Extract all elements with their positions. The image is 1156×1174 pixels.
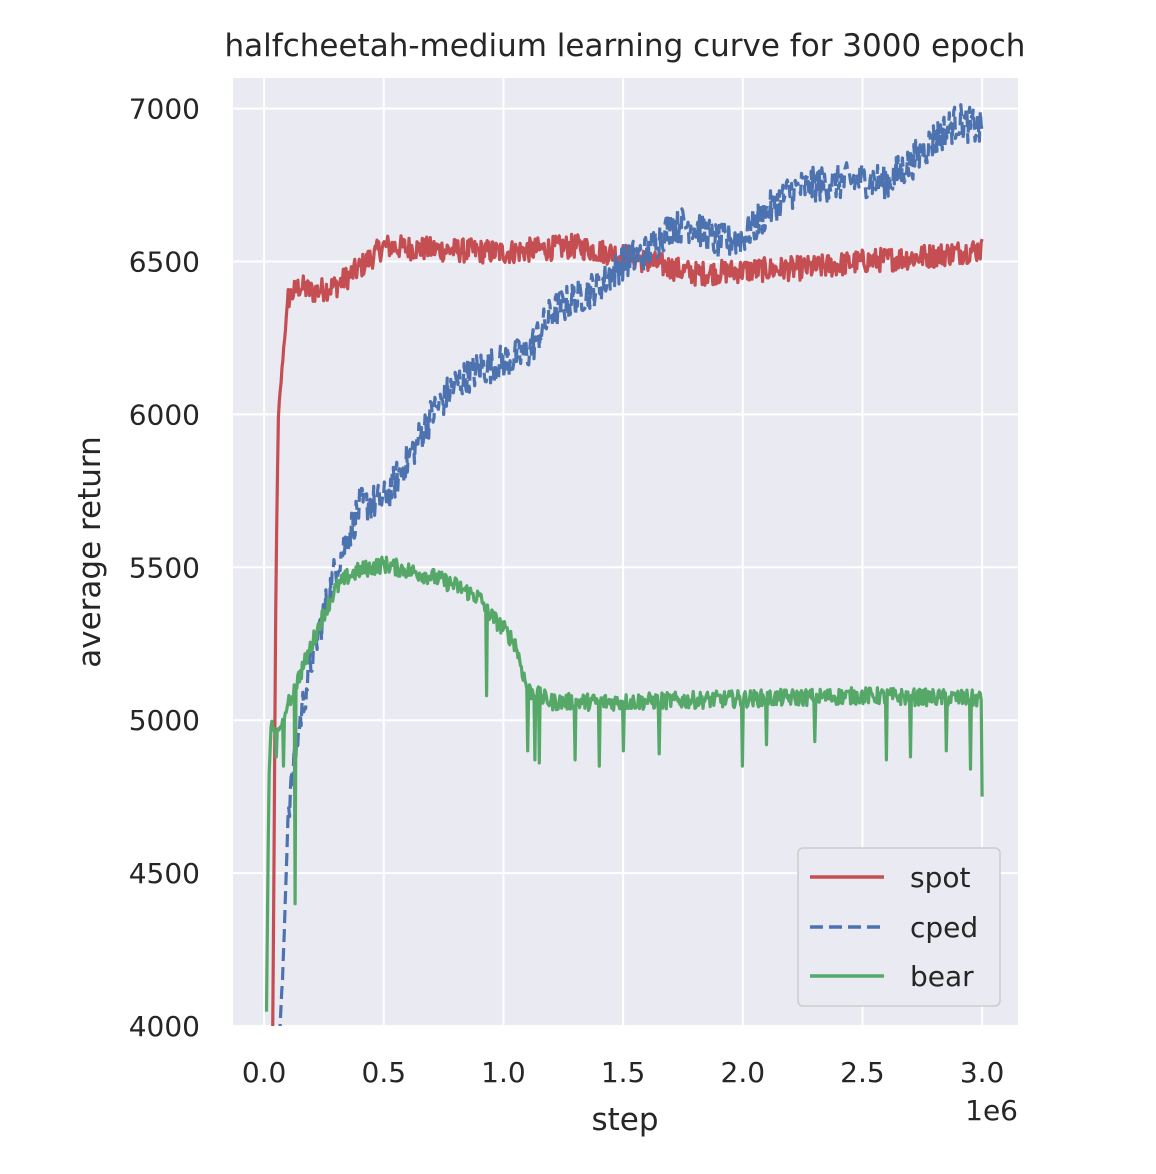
legend-label-bear: bear — [910, 960, 974, 993]
y-tick-label: 6500 — [129, 245, 200, 278]
legend-label-cped: cped — [910, 911, 978, 944]
y-tick-label: 7000 — [129, 93, 200, 126]
series-layer — [264, 103, 984, 1026]
y-tick-label: 5500 — [129, 551, 200, 584]
x-tick-labels: 0.0 0.5 1.0 1.5 2.0 2.5 3.0 — [242, 1056, 1005, 1089]
x-tick-label: 2.5 — [840, 1056, 885, 1089]
y-tick-label: 5000 — [129, 704, 200, 737]
x-tick-label: 3.0 — [960, 1056, 1005, 1089]
y-tick-label: 6000 — [129, 398, 200, 431]
y-tick-label: 4500 — [129, 857, 200, 890]
series-line-spot — [271, 232, 984, 1026]
legend: spot cped bear — [797, 847, 1001, 1007]
y-axis-label: average return — [72, 436, 108, 668]
series-line-bear — [264, 555, 984, 1012]
chart-title: halfcheetah-medium learning curve for 30… — [225, 28, 1026, 64]
x-axis-label: step — [591, 1102, 658, 1138]
series-line-cped — [278, 103, 984, 1026]
x-tick-label: 2.0 — [721, 1056, 766, 1089]
x-axis-offset-label: 1e6 — [965, 1094, 1018, 1127]
x-tick-label: 1.0 — [481, 1056, 526, 1089]
x-tick-label: 1.5 — [601, 1056, 646, 1089]
legend-box — [797, 847, 1001, 1007]
y-tick-labels: 4000 4500 5000 5500 6000 6500 7000 — [129, 93, 200, 1043]
x-tick-label: 0.0 — [242, 1056, 287, 1089]
legend-label-spot: spot — [910, 861, 970, 894]
x-tick-label: 0.5 — [362, 1056, 407, 1089]
y-tick-label: 4000 — [129, 1010, 200, 1043]
